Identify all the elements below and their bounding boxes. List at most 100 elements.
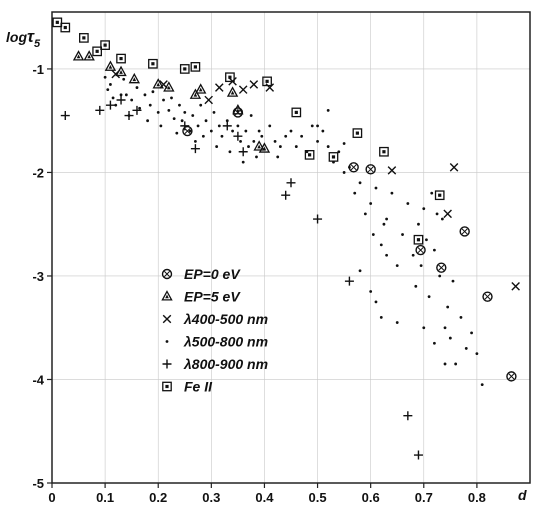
data-point-dot	[358, 181, 362, 185]
data-point-circle-x	[506, 371, 517, 382]
data-point-dot	[294, 145, 298, 148]
data-point-dot	[414, 284, 418, 288]
legend: EP=0 eV EP=5 eV λ400-500 nm λ500-800 nm λ800…	[161, 266, 268, 395]
data-point-dot	[103, 75, 107, 79]
data-point-dot	[156, 111, 160, 114]
data-points	[52, 17, 520, 460]
legend-label: λ500-800 nm	[183, 334, 268, 350]
data-point-dot	[244, 129, 248, 133]
legend-item: λ400-500 nm	[162, 311, 268, 327]
data-point-dot	[358, 269, 362, 273]
data-point-dot	[109, 83, 112, 86]
data-point-plus	[313, 214, 323, 224]
series-plus	[60, 95, 423, 460]
data-point-dot	[433, 248, 436, 252]
data-point-dot	[425, 238, 428, 242]
legend-marker-triangle	[161, 290, 173, 301]
legend-label: EP=0 eV	[184, 266, 241, 282]
x-tick-label: 0.1	[96, 490, 114, 505]
data-point-triangle	[195, 83, 207, 94]
data-point-dot	[255, 155, 258, 159]
data-point-dot	[201, 134, 205, 138]
data-point-x	[449, 162, 459, 172]
data-point-square-dot	[262, 76, 272, 87]
data-point-dot	[371, 233, 375, 236]
series-square-dot	[52, 17, 445, 245]
legend-marker-plus	[162, 359, 172, 369]
data-point-x	[215, 83, 224, 92]
y-tick-label: -3	[32, 269, 44, 284]
data-point-dot	[220, 134, 224, 138]
axes	[51, 11, 531, 484]
data-point-dot	[228, 150, 232, 154]
data-point-square-dot	[225, 72, 235, 83]
data-point-dot	[143, 93, 147, 97]
data-point-dot	[111, 96, 115, 100]
data-point-dot	[249, 114, 253, 117]
data-point-square-dot	[52, 17, 63, 28]
data-point-dot	[374, 300, 378, 304]
data-point-plus	[281, 190, 291, 200]
data-point-triangle	[258, 142, 271, 153]
data-point-dot	[194, 139, 197, 143]
data-point-dot	[188, 129, 192, 133]
legend-item: EP=0 eV	[161, 266, 241, 282]
legend-item: Fe II	[162, 379, 213, 395]
y-axis-label-main: log	[6, 29, 27, 45]
data-point-square-dot	[148, 58, 158, 69]
data-point-dot	[124, 93, 128, 97]
data-point-dot	[401, 233, 404, 236]
data-point-dot	[385, 217, 388, 221]
legend-label: Fe II	[184, 379, 213, 395]
x-tick-label: 0.7	[415, 490, 433, 505]
data-point-dot	[430, 191, 434, 195]
data-point-x	[443, 209, 452, 219]
data-point-dot	[353, 191, 357, 195]
data-point-dot	[276, 155, 280, 159]
data-point-x	[249, 80, 259, 89]
x-tick-label: 0.5	[309, 490, 327, 505]
data-point-plus	[222, 121, 232, 131]
legend-marker-x	[162, 314, 172, 324]
y-tick-label: -4	[32, 372, 44, 387]
data-point-dot	[385, 253, 388, 257]
data-point-dot	[204, 119, 208, 123]
data-point-dot	[443, 362, 447, 366]
data-point-dot	[379, 243, 383, 247]
data-point-dot	[130, 98, 134, 102]
data-point-dot	[470, 331, 473, 335]
data-point-plus	[344, 276, 354, 286]
data-point-square-dot	[379, 146, 389, 157]
data-point-dot	[369, 202, 373, 205]
y-tick-label: -5	[32, 476, 44, 491]
y-tick-label: -1	[32, 62, 44, 77]
data-point-dot	[369, 290, 373, 293]
data-point-dot	[241, 160, 245, 164]
data-point-circle-x	[415, 244, 426, 256]
data-point-dot	[440, 217, 444, 221]
data-point-dot	[239, 139, 242, 143]
data-point-dot	[326, 108, 330, 112]
legend-item: λ800-900 nm	[162, 356, 268, 372]
data-point-dot	[231, 129, 234, 133]
x-tick-label: 0.3	[202, 490, 220, 505]
data-point-dot	[178, 103, 181, 107]
x-tick-label: 0.6	[362, 490, 380, 505]
data-point-dot	[236, 124, 240, 128]
data-point-dot	[422, 207, 426, 211]
data-point-plus	[95, 105, 105, 115]
data-point-plus	[132, 105, 142, 115]
x-tick-label: 0.2	[149, 490, 167, 505]
x-tick-label: 0.4	[255, 490, 274, 505]
data-point-x	[204, 95, 213, 105]
data-point-dot	[284, 134, 288, 138]
data-point-dot	[443, 326, 447, 330]
data-point-plus	[238, 147, 248, 157]
data-point-circle-x	[459, 226, 470, 237]
data-point-triangle	[232, 103, 244, 115]
legend-marker-circle-x	[161, 268, 173, 280]
data-point-dot	[300, 134, 304, 138]
data-point-dot	[167, 108, 171, 112]
data-point-dot	[422, 326, 426, 330]
